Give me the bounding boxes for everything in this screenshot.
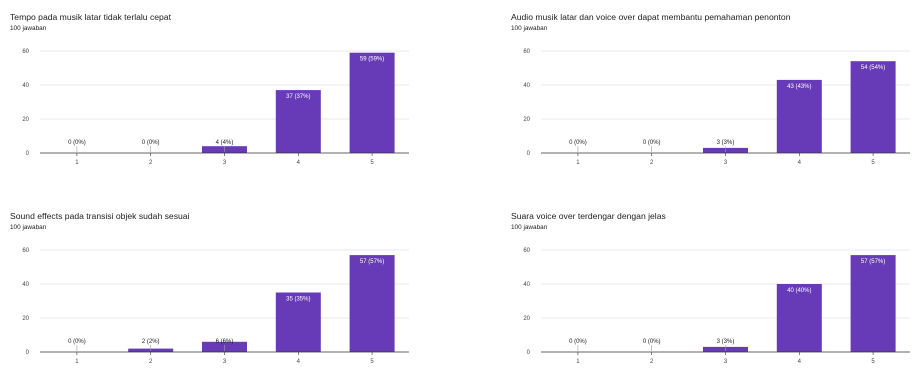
data-label: 0 (0%) xyxy=(569,339,587,345)
chart-panel-audio: Audio musik latar dan voice over dapat m… xyxy=(511,12,911,172)
data-label: 43 (43%) xyxy=(787,84,811,90)
bar-chart-audio: 0 20 40 60 1 0 (0%) 2 0 (0%) 3 3 (3%) 4 43 (43%) 5 54… xyxy=(523,49,910,166)
x-tick-label: 2 xyxy=(149,160,153,166)
x-tick-label: 3 xyxy=(223,359,227,365)
data-label: 0 (0%) xyxy=(569,140,587,146)
data-label: 35 (35%) xyxy=(286,297,310,303)
bar xyxy=(275,292,321,352)
y-tick-label: 40 xyxy=(22,83,29,89)
data-label: 3 (3%) xyxy=(717,140,735,146)
y-tick-label: 40 xyxy=(22,282,29,288)
x-tick-label: 4 xyxy=(798,160,802,166)
y-tick-label: 0 xyxy=(26,151,30,157)
bar xyxy=(776,79,822,153)
y-tick-label: 0 xyxy=(26,350,30,356)
chart-title: Tempo pada musik latar tidak terlalu cep… xyxy=(10,12,171,22)
data-label: 0 (0%) xyxy=(68,339,86,345)
data-label: 40 (40%) xyxy=(787,288,811,294)
data-label: 54 (54%) xyxy=(861,65,885,71)
y-tick-label: 60 xyxy=(523,248,530,254)
x-tick-label: 1 xyxy=(75,160,79,166)
chart-subtitle: 100 jawaban xyxy=(511,224,548,231)
data-label: 3 (3%) xyxy=(717,339,735,345)
y-tick-label: 20 xyxy=(22,316,29,322)
x-tick-label: 2 xyxy=(149,359,153,365)
y-tick-label: 20 xyxy=(523,117,530,123)
chart-panel-tempo: Tempo pada musik latar tidak terlalu cep… xyxy=(10,12,410,172)
bar xyxy=(275,90,321,153)
y-tick-label: 40 xyxy=(523,282,530,288)
x-tick-label: 4 xyxy=(798,359,802,365)
chart-subtitle: 100 jawaban xyxy=(511,25,548,32)
x-tick-label: 1 xyxy=(75,359,79,365)
x-tick-label: 4 xyxy=(297,160,301,166)
y-tick-label: 40 xyxy=(523,83,530,89)
y-tick-label: 60 xyxy=(22,248,29,254)
bar xyxy=(349,255,395,352)
x-tick-label: 1 xyxy=(576,160,580,166)
data-label: 2 (2%) xyxy=(142,339,160,345)
chart-title: Sound effects pada transisi objek sudah … xyxy=(10,211,190,221)
y-tick-label: 0 xyxy=(527,350,531,356)
chart-title: Audio musik latar dan voice over dapat m… xyxy=(511,12,791,22)
x-tick-label: 5 xyxy=(871,160,875,166)
data-label: 0 (0%) xyxy=(142,140,160,146)
data-label: 4 (4%) xyxy=(216,140,234,146)
data-label: 57 (57%) xyxy=(360,259,384,265)
x-tick-label: 2 xyxy=(650,359,654,365)
bar xyxy=(776,284,822,352)
y-tick-label: 20 xyxy=(523,316,530,322)
y-tick-label: 20 xyxy=(22,117,29,123)
bar-chart-tempo: 0 20 40 60 1 0 (0%) 2 0 (0%) 3 4 (4%) 4 37 (37%) 5 59… xyxy=(22,49,409,166)
bar-chart-voice-over: 0 20 40 60 1 0 (0%) 2 0 (0%) 3 3 (3%) 4 40 (40%) 5 57… xyxy=(523,248,910,365)
x-tick-label: 5 xyxy=(871,359,875,365)
x-tick-label: 4 xyxy=(297,359,301,365)
chart-title: Suara voice over terdengar dengan jelas xyxy=(511,211,666,221)
chart-panel-sound-effects: Sound effects pada transisi objek sudah … xyxy=(10,211,410,371)
data-label: 0 (0%) xyxy=(68,140,86,146)
x-tick-label: 3 xyxy=(724,359,728,365)
y-tick-label: 0 xyxy=(527,151,531,157)
x-tick-label: 2 xyxy=(650,160,654,166)
chart-subtitle: 100 jawaban xyxy=(10,224,47,231)
bar xyxy=(850,61,896,154)
data-label: 37 (37%) xyxy=(286,94,310,100)
y-tick-label: 60 xyxy=(22,49,29,55)
x-tick-label: 3 xyxy=(223,160,227,166)
data-label: 57 (57%) xyxy=(861,259,885,265)
data-label: 0 (0%) xyxy=(643,140,661,146)
x-tick-label: 1 xyxy=(576,359,580,365)
chart-panel-voice-over: Suara voice over terdengar dengan jelas … xyxy=(511,211,911,371)
x-tick-label: 5 xyxy=(370,160,374,166)
data-label: 59 (59%) xyxy=(360,57,384,63)
data-label: 0 (0%) xyxy=(643,339,661,345)
bar xyxy=(349,52,395,154)
bar-chart-sound-effects: 0 20 40 60 1 0 (0%) 2 2 (2%) 3 6 (6%) 4 35 (35%) 5 57… xyxy=(22,248,409,365)
x-tick-label: 5 xyxy=(370,359,374,365)
x-tick-label: 3 xyxy=(724,160,728,166)
chart-subtitle: 100 jawaban xyxy=(10,25,47,32)
bar xyxy=(850,255,896,352)
y-tick-label: 60 xyxy=(523,49,530,55)
data-label: 6 (6%) xyxy=(216,339,234,345)
